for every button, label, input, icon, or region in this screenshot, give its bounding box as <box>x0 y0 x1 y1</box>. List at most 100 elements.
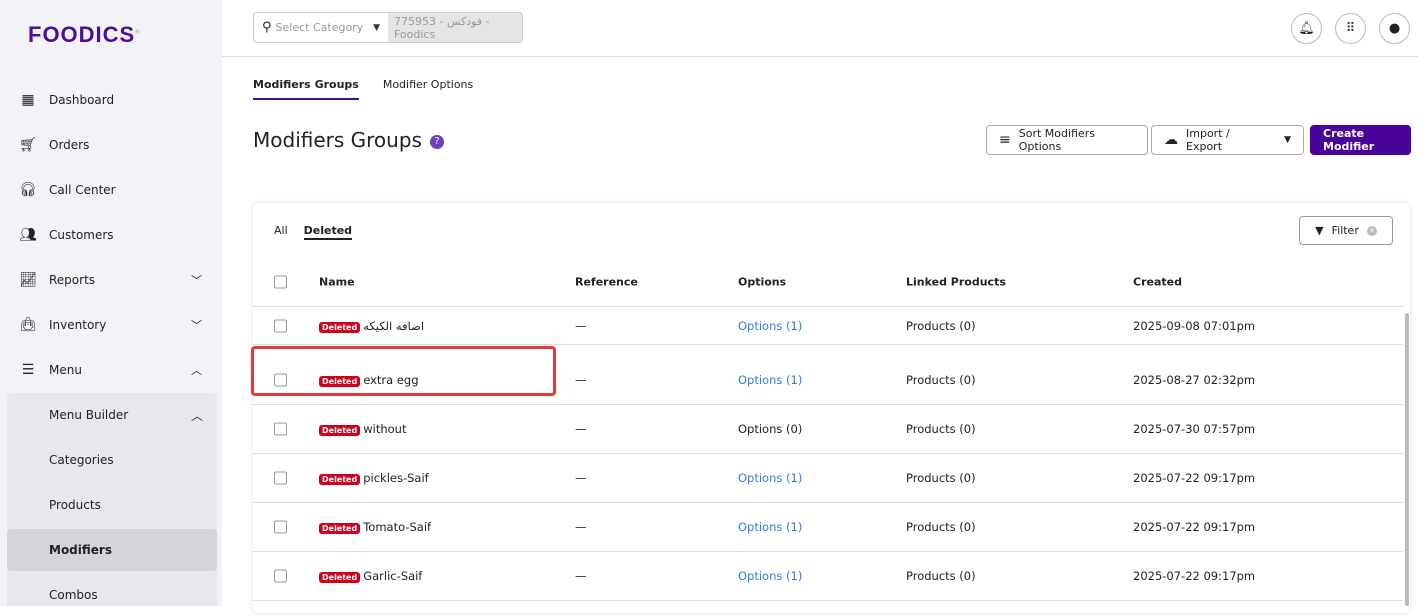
dashboard-icon: ▦ <box>21 92 35 108</box>
deleted-badge: Deleted <box>319 321 361 333</box>
sidebar-item-modifiers[interactable]: Modifiers <box>7 529 217 571</box>
sidebar-item-products[interactable]: Products <box>49 498 101 512</box>
deleted-badge: Deleted <box>319 572 361 583</box>
page-tabs: Modifiers Groups Modifier Options <box>253 78 473 100</box>
row-checkbox[interactable] <box>274 471 287 485</box>
name-cell: Deleted extra egg <box>319 373 419 387</box>
sort-icon: ≡ <box>999 132 1011 148</box>
header-name[interactable]: Name <box>319 275 355 289</box>
tab-deleted[interactable]: Deleted <box>303 224 353 240</box>
created-cell: 2025-08-27 02:32pm <box>1133 373 1256 387</box>
table-row[interactable]: Deleted Tomato-Saif — Options (1) Product… <box>253 503 1403 552</box>
row-checkbox[interactable] <box>274 373 287 387</box>
filter-icon: ▼ <box>1315 224 1324 237</box>
caret-down-icon: ▼ <box>1284 135 1291 145</box>
deleted-badge: Deleted <box>319 376 361 387</box>
help-icon[interactable]: ? <box>429 134 444 149</box>
row-checkbox[interactable] <box>274 569 287 583</box>
created-cell: 2025-07-22 09:17pm <box>1133 520 1256 534</box>
clear-filter-icon[interactable]: ✕ <box>1366 225 1377 236</box>
bell-icon[interactable]: 🔔︎ <box>1291 13 1322 44</box>
tab-modifiers-groups[interactable]: Modifiers Groups <box>253 78 359 100</box>
options-link[interactable]: Options (1) <box>738 569 803 583</box>
name-cell: Deleted without <box>319 422 406 436</box>
people-icon: 👥︎ <box>19 227 37 243</box>
tab-modifier-options[interactable]: Modifier Options <box>382 78 474 91</box>
created-cell: 2025-07-22 09:17pm <box>1133 569 1256 583</box>
sort-modifiers-options-button[interactable]: ≡ Sort Modifiers Options <box>986 125 1148 155</box>
chevron-down-icon: ﹀ <box>191 274 202 287</box>
table-header: Name Reference Options Linked Products C… <box>253 258 1403 307</box>
deleted-badge: Deleted <box>319 425 361 436</box>
table-row[interactable]: Deleted without — Options (0) Products (0… <box>253 405 1403 454</box>
menu-icon: ☰ <box>21 362 35 378</box>
sidebar-item-orders[interactable]: 🛒︎ Orders <box>19 137 90 153</box>
sidebar-item-call-center[interactable]: 🎧︎ Call Center <box>19 182 116 198</box>
sidebar-item-categories[interactable]: Categories <box>49 453 114 467</box>
headset-icon: 🎧︎ <box>19 182 37 198</box>
products-cell: Products (0) <box>906 569 976 583</box>
table-row[interactable]: Deleted Garlic-Saif — Options (1) Product… <box>253 552 1403 601</box>
category-selector[interactable]: ⚲ Select Category ▼ 775953 - فودكس - Foodi… <box>253 12 523 43</box>
foodics-logo[interactable]: FOODICS® <box>28 22 141 47</box>
header-linked-products[interactable]: Linked Products <box>906 275 1006 289</box>
created-cell: 2025-09-08 07:01pm <box>1133 318 1256 333</box>
reference-cell: — <box>575 569 587 583</box>
sidebar-item-dashboard[interactable]: ▦ Dashboard <box>21 92 115 108</box>
category-select[interactable]: ⚲ Select Category ▼ <box>254 13 388 42</box>
created-cell: 2025-07-30 07:57pm <box>1133 422 1256 436</box>
header-reference[interactable]: Reference <box>575 275 638 289</box>
reference-cell: — <box>575 520 587 534</box>
reference-cell: — <box>575 373 587 387</box>
products-cell: Products (0) <box>906 422 976 436</box>
create-modifier-button[interactable]: Create Modifier <box>1310 125 1411 155</box>
sidebar-item-inventory[interactable]: 👜︎ Inventory ﹀ <box>19 317 202 333</box>
reference-cell: — <box>575 318 587 333</box>
sidebar: FOODICS® ▦ Dashboard 🛒︎ Orders 🎧︎ Call Center… <box>0 0 222 606</box>
user-icon[interactable]: ● <box>1379 13 1410 44</box>
highlight-box <box>251 346 556 396</box>
created-cell: 2025-07-22 09:17pm <box>1133 471 1256 485</box>
modifiers-table-card: All Deleted ▼ Filter ✕ Name Reference Opti… <box>253 203 1410 613</box>
import-export-button[interactable]: ☁︎ Import / Export ▼ <box>1151 125 1304 155</box>
name-cell: Deleted Garlic-Saif <box>319 569 422 583</box>
sidebar-item-combos[interactable]: Combos <box>49 588 98 602</box>
products-cell: Products (0) <box>906 373 976 387</box>
header-created[interactable]: Created <box>1133 275 1182 289</box>
sidebar-item-customers[interactable]: 👥︎ Customers <box>19 227 114 243</box>
table-row[interactable]: Deleted اضافه الكيكه — Options (1) Produc… <box>253 307 1403 345</box>
products-cell: Products (0) <box>906 520 976 534</box>
caret-down-icon: ▼ <box>373 22 380 33</box>
sidebar-item-menu[interactable]: ☰ Menu ︿ <box>21 362 202 378</box>
sidebar-item-menu-builder[interactable]: Menu Builder ︿ <box>49 408 203 423</box>
chevron-up-icon: ︿ <box>190 408 203 423</box>
chevron-up-icon: ︿ <box>191 364 202 377</box>
table-row[interactable]: Deleted pickles-Saif — Options (1) Produc… <box>253 454 1403 503</box>
sidebar-item-reports[interactable]: 📈︎ Reports ﹀ <box>19 272 202 288</box>
page-title: Modifiers Groups? <box>253 128 444 152</box>
reference-cell: — <box>575 471 587 485</box>
options-link[interactable]: Options (1) <box>738 520 803 534</box>
row-checkbox[interactable] <box>274 520 287 534</box>
options-link[interactable]: Options (1) <box>738 373 803 387</box>
filter-button[interactable]: ▼ Filter ✕ <box>1299 216 1393 245</box>
options-link[interactable]: Options (1) <box>738 471 803 485</box>
tab-all[interactable]: All <box>274 224 288 237</box>
deleted-badge: Deleted <box>319 523 361 534</box>
scrollbar[interactable] <box>1405 313 1409 606</box>
reference-cell: — <box>575 422 587 436</box>
chevron-down-icon: ﹀ <box>191 319 202 332</box>
products-cell: Products (0) <box>906 471 976 485</box>
select-all-checkbox[interactable] <box>274 275 287 289</box>
category-placeholder: Select Category <box>275 21 364 34</box>
row-checkbox[interactable] <box>274 319 287 332</box>
header-options[interactable]: Options <box>738 275 787 289</box>
options-link: Options (0) <box>738 422 803 436</box>
trend-icon: 📈︎ <box>19 272 37 288</box>
row-checkbox[interactable] <box>274 422 287 436</box>
table-row[interactable]: Deleted extra egg — Options (1) Products … <box>253 356 1403 405</box>
options-link[interactable]: Options (1) <box>738 318 803 333</box>
branch-field: 775953 - فودكس - Foodics <box>388 13 522 42</box>
name-cell: Deleted اضافه الكيكه <box>319 319 424 333</box>
apps-grid-icon[interactable]: ⠿ <box>1335 13 1366 44</box>
